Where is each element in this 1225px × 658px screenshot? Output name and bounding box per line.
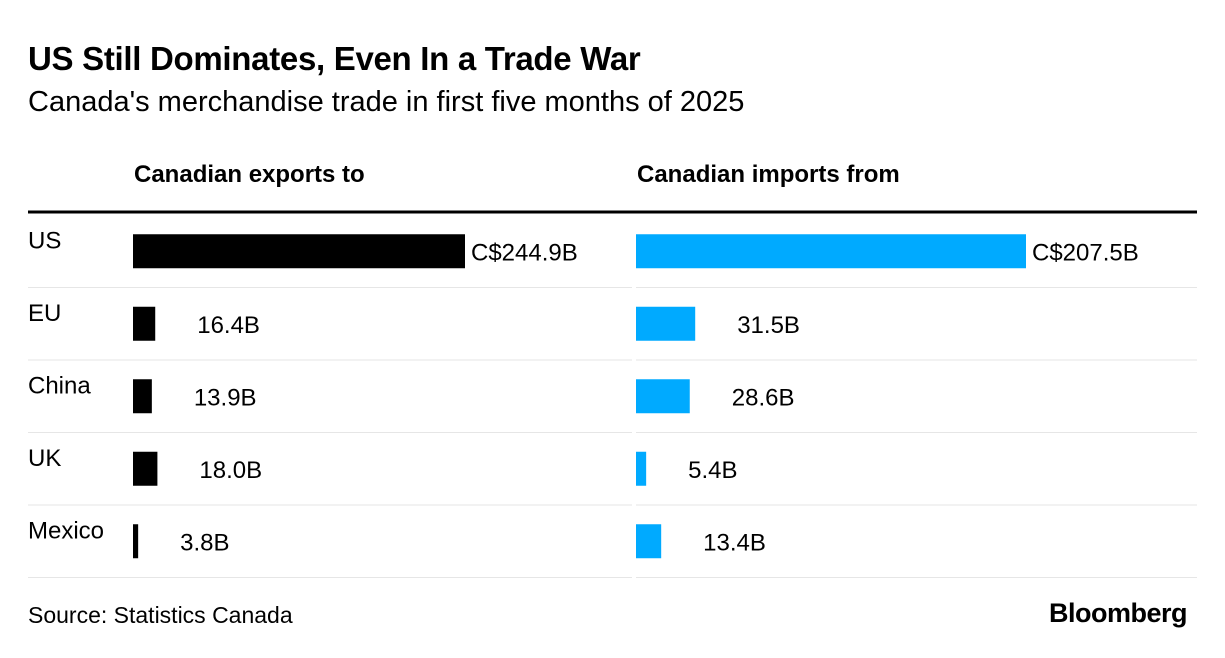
category-label: Mexico: [28, 517, 104, 544]
bar-exports: [133, 524, 139, 559]
bar-imports: [636, 306, 696, 341]
source-note: Source: Statistics Canada: [28, 602, 293, 628]
bar-exports: [133, 451, 158, 486]
value-label-exports: 3.8B: [180, 529, 229, 556]
value-label-imports: 31.5B: [737, 312, 800, 339]
value-label-imports: 5.4B: [688, 457, 737, 484]
chart-subtitle: Canada's merchandise trade in first five…: [28, 86, 745, 118]
column-header-imports: Canadian imports from: [637, 161, 900, 188]
value-label-imports: 28.6B: [732, 384, 795, 411]
bloomberg-logo: Bloomberg: [1048, 598, 1188, 628]
value-label-exports: 16.4B: [197, 312, 260, 339]
value-label-imports: C$207.5B: [1032, 239, 1139, 266]
chart-title: US Still Dominates, Even In a Trade War: [28, 40, 641, 77]
bar-exports: [133, 306, 156, 341]
category-label: US: [28, 227, 61, 254]
column-header-exports: Canadian exports to: [134, 161, 365, 188]
bar-imports: [636, 451, 647, 486]
category-label: EU: [28, 300, 61, 327]
value-label-exports: C$244.9B: [471, 239, 578, 266]
bar-imports: [636, 524, 662, 559]
value-label-exports: 13.9B: [194, 384, 257, 411]
bar-exports: [133, 234, 465, 269]
category-label: China: [28, 372, 91, 399]
bar-imports: [636, 234, 1026, 269]
value-label-exports: 18.0B: [199, 457, 262, 484]
bar-exports: [133, 379, 152, 414]
bar-imports: [636, 379, 690, 414]
category-label: UK: [28, 445, 61, 472]
value-label-imports: 13.4B: [703, 529, 766, 556]
